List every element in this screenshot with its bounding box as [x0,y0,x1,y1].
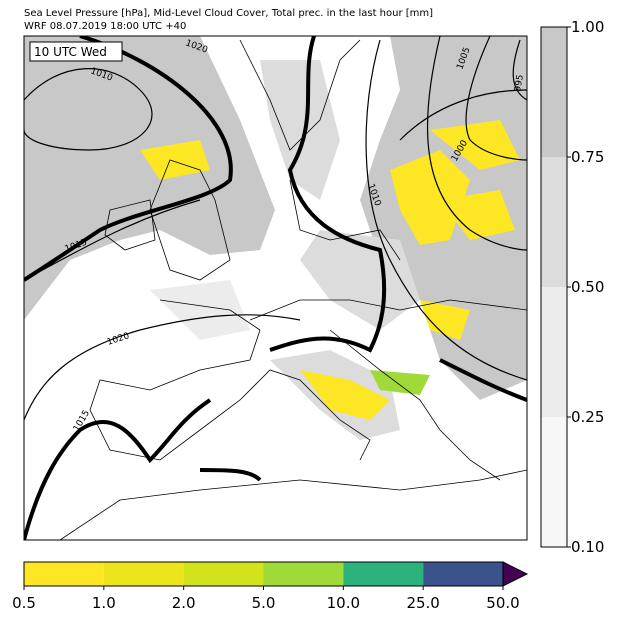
colorbar-tick-label: 0.5 [12,594,36,612]
colorbar-extend [502,561,529,587]
title-line: Sea Level Pressure [hPa], Mid-Level Clou… [24,8,433,19]
colorbar-band [263,562,344,586]
map: 10 UTC Wed 1020 1010 1005 995 1000 1010 … [24,36,527,540]
colorbar-band [183,562,264,586]
contour-label: 995 [513,74,526,93]
colorbar-tick-label: 0.25 [571,408,604,426]
colorbar-tick-label: 0.10 [571,538,604,556]
colorbar-band [24,562,104,586]
colorbar-tick-label: 2.0 [172,594,196,612]
colorbar-band [343,562,424,586]
map-frame [23,35,528,541]
colorbar-tick-label: 0.50 [571,278,604,296]
colorbar-tick-label: 10.0 [327,594,360,612]
colorbar-tick-label: 5.0 [252,594,276,612]
colorbar-band [541,27,567,157]
colorbar-tick-label: 50.0 [486,594,519,612]
colorbar-band [541,157,567,287]
colorbar-band [541,417,567,547]
precip-colorbar: 0.5 1.0 2.0 5.0 10.0 25.0 50.0 [12,561,529,612]
colorbar-tick-label: 1.00 [571,18,604,36]
coastline [59,39,527,540]
time-label: 10 UTC Wed [34,45,107,59]
isobar [24,36,527,421]
colorbar-band [541,287,567,417]
colorbar-tick-label: 1.0 [92,594,116,612]
isobar-1015 [24,36,527,540]
subtitle-line: WRF 08.07.2019 18:00 UTC +40 [24,21,186,32]
colorbar-band [423,562,503,586]
colorbar-band [103,562,184,586]
cloud-colorbar: 0.10 0.25 0.50 0.75 1.00 [540,18,604,556]
colorbar-tick-label: 25.0 [406,594,439,612]
colorbar-tick-label: 0.75 [571,148,604,166]
